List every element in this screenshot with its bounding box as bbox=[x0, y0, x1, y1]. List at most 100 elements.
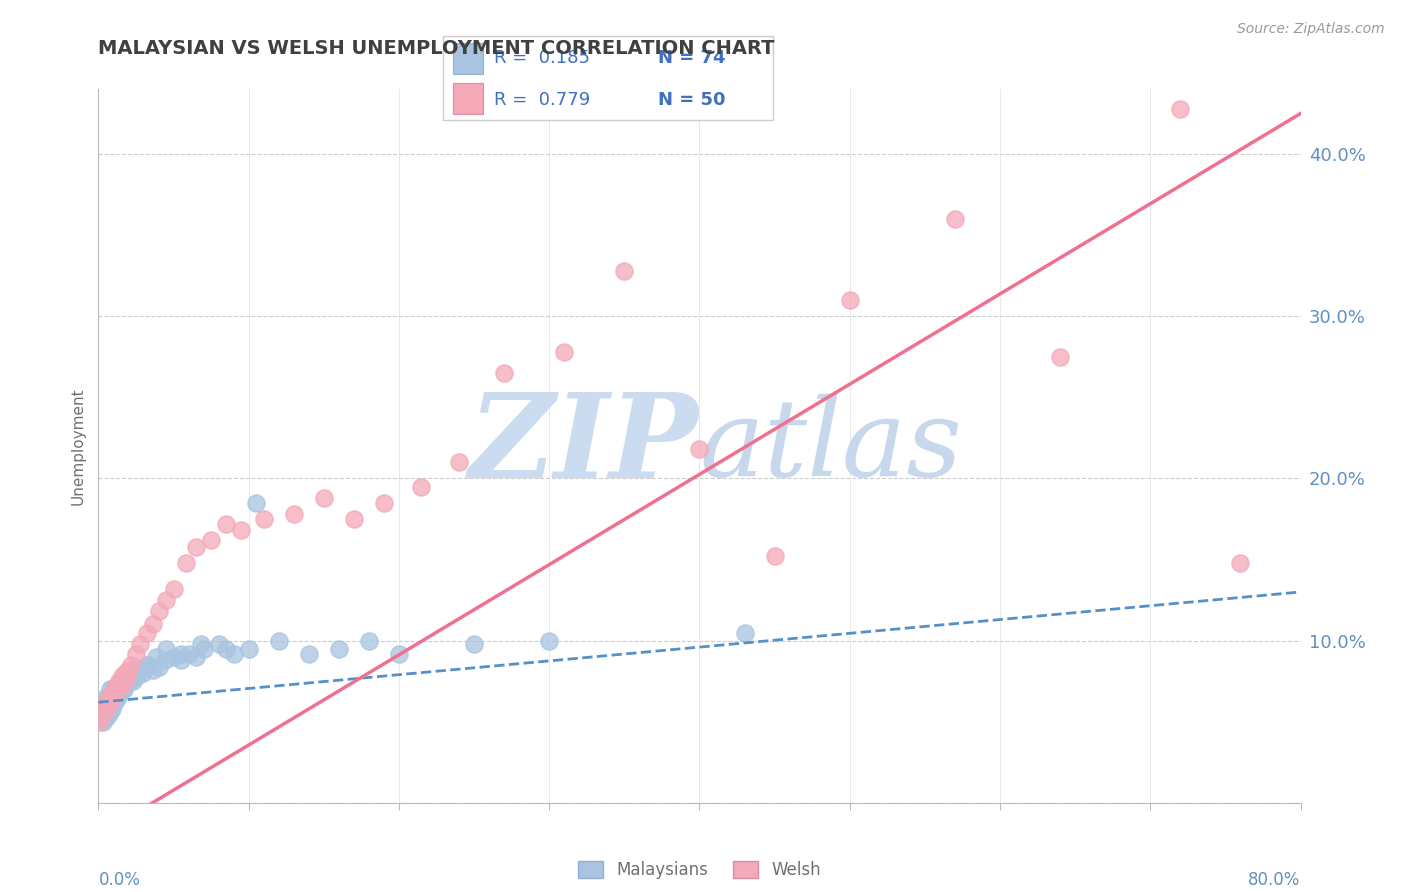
Point bbox=[111, 669, 134, 683]
Point bbox=[121, 657, 143, 672]
Point bbox=[1229, 556, 1251, 570]
Point bbox=[155, 593, 177, 607]
Point bbox=[494, 366, 516, 380]
Point bbox=[96, 693, 118, 707]
Text: MALAYSIAN VS WELSH UNEMPLOYMENT CORRELATION CHART: MALAYSIAN VS WELSH UNEMPLOYMENT CORRELAT… bbox=[98, 39, 775, 58]
Point bbox=[117, 669, 139, 683]
Point bbox=[343, 512, 366, 526]
Point bbox=[222, 647, 245, 661]
Point bbox=[124, 666, 146, 681]
Text: atlas: atlas bbox=[700, 393, 963, 499]
Point bbox=[89, 714, 111, 729]
Point bbox=[117, 669, 139, 683]
Text: Source: ZipAtlas.com: Source: ZipAtlas.com bbox=[1237, 22, 1385, 37]
Point bbox=[184, 540, 207, 554]
Text: R =  0.779: R = 0.779 bbox=[494, 91, 591, 109]
Point bbox=[538, 633, 561, 648]
Point bbox=[103, 690, 125, 705]
Point bbox=[112, 674, 135, 689]
Point bbox=[283, 507, 305, 521]
Point bbox=[122, 674, 145, 689]
Legend: Malaysians, Welsh: Malaysians, Welsh bbox=[569, 853, 830, 888]
Point bbox=[101, 695, 124, 709]
Point bbox=[162, 649, 184, 664]
Y-axis label: Unemployment: Unemployment bbox=[70, 387, 86, 505]
Point bbox=[838, 293, 860, 307]
Point bbox=[94, 702, 117, 716]
Point bbox=[101, 685, 124, 699]
Point bbox=[96, 702, 118, 716]
Point bbox=[447, 455, 470, 469]
Point bbox=[734, 625, 756, 640]
Point bbox=[96, 698, 118, 713]
Text: 80.0%: 80.0% bbox=[1249, 871, 1301, 889]
Point bbox=[90, 706, 112, 721]
Point bbox=[93, 706, 115, 721]
Point bbox=[132, 666, 155, 681]
Point bbox=[97, 706, 120, 721]
Point bbox=[103, 690, 125, 705]
Point bbox=[135, 625, 157, 640]
Text: N = 74: N = 74 bbox=[658, 49, 725, 67]
Point bbox=[105, 679, 128, 693]
Point bbox=[689, 442, 711, 457]
Point bbox=[121, 673, 143, 687]
Point bbox=[190, 637, 212, 651]
Point bbox=[90, 702, 112, 716]
Point bbox=[89, 706, 111, 721]
Text: 0.0%: 0.0% bbox=[98, 871, 141, 889]
Point bbox=[100, 695, 122, 709]
Point bbox=[141, 663, 163, 677]
Point bbox=[253, 512, 276, 526]
Point bbox=[145, 649, 167, 664]
Point bbox=[553, 345, 575, 359]
Point bbox=[91, 714, 114, 729]
Point bbox=[267, 633, 290, 648]
Point bbox=[208, 637, 231, 651]
Point bbox=[97, 690, 120, 705]
Point bbox=[128, 663, 150, 677]
Point bbox=[112, 682, 135, 697]
Point bbox=[763, 549, 786, 564]
Point bbox=[127, 669, 149, 683]
Point bbox=[110, 679, 132, 693]
Point bbox=[463, 637, 485, 651]
Text: ZIP: ZIP bbox=[470, 389, 700, 503]
Point bbox=[943, 211, 966, 226]
Point bbox=[215, 516, 238, 531]
Bar bbox=[453, 44, 482, 74]
Point bbox=[97, 690, 120, 705]
Point bbox=[107, 682, 129, 697]
Point bbox=[298, 647, 321, 661]
Point bbox=[105, 685, 128, 699]
Point bbox=[108, 685, 131, 699]
Point bbox=[117, 663, 139, 677]
Point bbox=[141, 617, 163, 632]
Point bbox=[328, 641, 350, 656]
Point bbox=[174, 556, 197, 570]
Point bbox=[100, 695, 122, 709]
Point bbox=[200, 533, 222, 547]
Point bbox=[215, 641, 238, 656]
Text: N = 50: N = 50 bbox=[658, 91, 725, 109]
Point bbox=[125, 647, 148, 661]
Point bbox=[411, 479, 433, 493]
Point bbox=[115, 669, 138, 683]
Point bbox=[129, 663, 152, 677]
Point bbox=[245, 496, 267, 510]
Point bbox=[115, 674, 138, 689]
Point bbox=[97, 695, 120, 709]
Point bbox=[177, 647, 200, 661]
Point bbox=[100, 702, 122, 716]
Point bbox=[114, 677, 136, 691]
Point bbox=[135, 657, 157, 672]
Point bbox=[104, 695, 127, 709]
Point bbox=[110, 679, 132, 693]
Text: R =  0.185: R = 0.185 bbox=[494, 49, 591, 67]
Point bbox=[103, 690, 125, 705]
Point bbox=[112, 682, 135, 697]
Point bbox=[110, 679, 132, 693]
Point bbox=[93, 698, 115, 713]
Point bbox=[373, 496, 395, 510]
Point bbox=[101, 685, 124, 699]
